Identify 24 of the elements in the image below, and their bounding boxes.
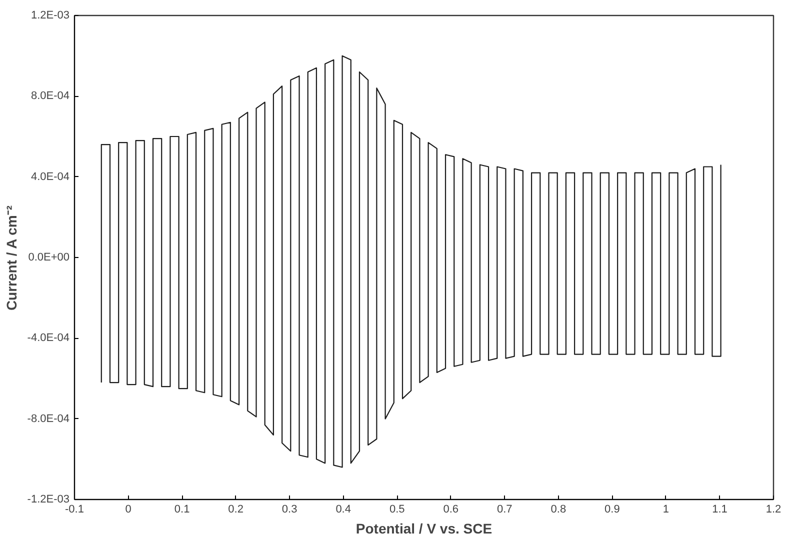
y-tick-label: 1.2E-03: [30, 10, 70, 22]
line-series: [100, 55, 722, 468]
x-tick-label: 1: [662, 504, 670, 516]
x-tick-label: 0.5: [389, 504, 405, 516]
x-tick-label: -0.1: [65, 504, 84, 516]
x-tick-label: 0.3: [282, 504, 298, 516]
x-tick-label: 0.4: [336, 504, 351, 516]
x-tick-label: 0.1: [174, 504, 190, 516]
x-tick-label: 0.9: [604, 504, 620, 516]
y-tick-label: 4.0E-04: [30, 170, 70, 183]
x-axis-title: Potential / V vs. SCE: [356, 520, 492, 536]
x-tick-label: 0.6: [443, 504, 459, 516]
y-tick-label: -1.2E-03: [27, 494, 70, 506]
x-tick-label: 0.8: [550, 504, 566, 516]
x-tick-label: 1.2: [766, 504, 782, 516]
y-tick-label: -4.0E-04: [27, 332, 70, 344]
x-tick-label: 0.7: [497, 504, 512, 516]
y-tick-label: 0.0E+00: [28, 252, 70, 264]
y-tick-label: 8.0E-04: [30, 90, 70, 102]
x-tick-label: 0: [125, 504, 132, 516]
x-tick-label: 0.2: [228, 504, 244, 516]
y-axis-title: Current / A cm⁻²: [3, 205, 20, 311]
x-tick-label: 1.1: [712, 504, 728, 516]
y-tick-label: -8.0E-04: [27, 412, 70, 425]
